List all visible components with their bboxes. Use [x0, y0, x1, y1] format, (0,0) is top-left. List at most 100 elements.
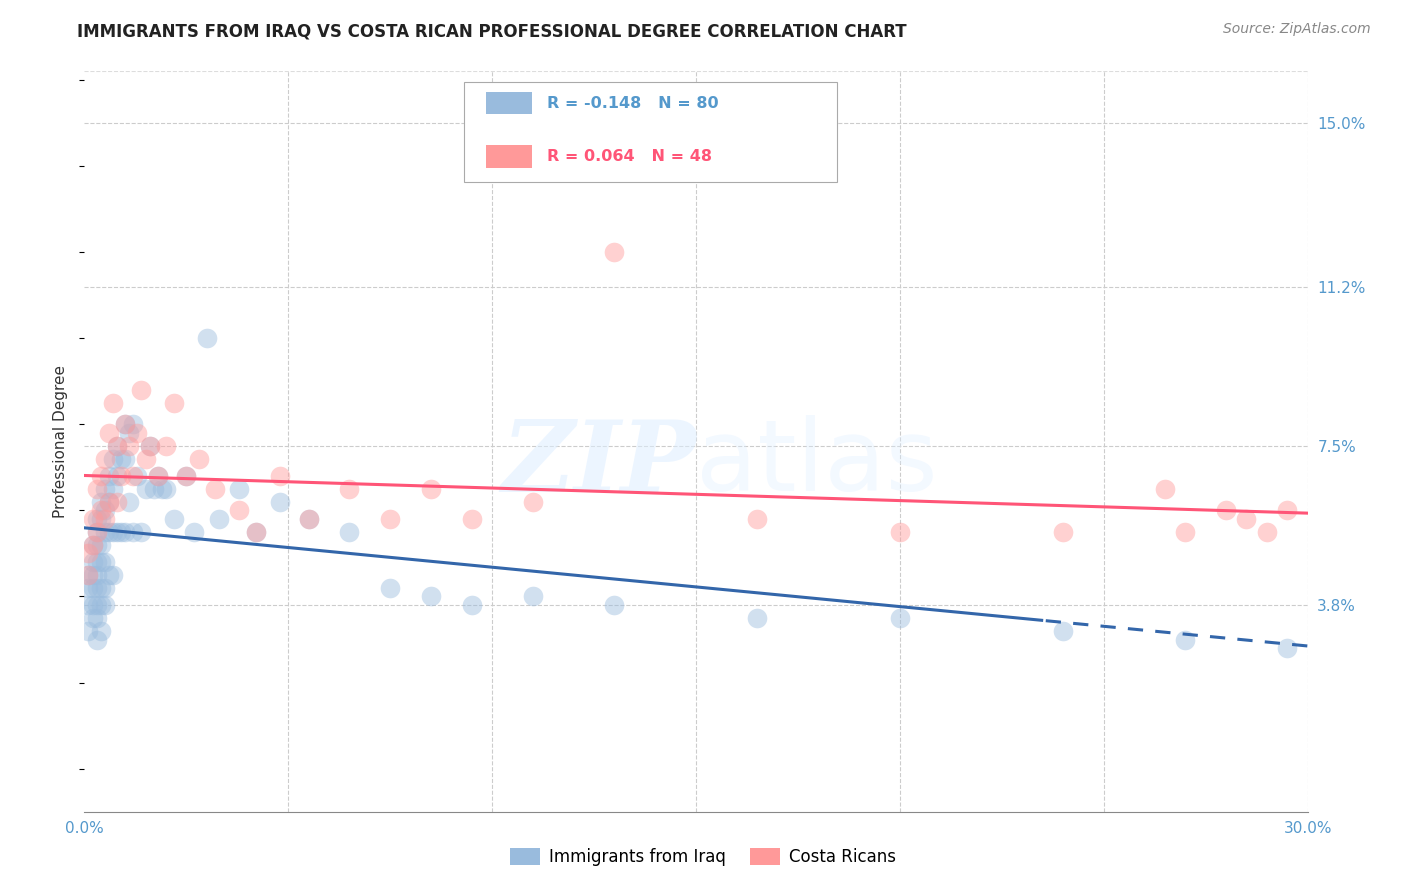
Point: [131, 524, 153, 539]
Point: [93, 512, 115, 526]
Point: [86, 482, 108, 496]
Point: [339, 482, 361, 496]
Point: [97, 425, 120, 440]
Point: [163, 512, 186, 526]
Point: [174, 469, 197, 483]
Point: [522, 590, 544, 604]
Point: [77, 568, 100, 582]
Point: [118, 425, 141, 440]
Point: [77, 546, 100, 560]
Point: [150, 482, 173, 496]
FancyBboxPatch shape: [485, 92, 531, 114]
Point: [105, 495, 128, 509]
Point: [82, 581, 104, 595]
Point: [1154, 482, 1177, 496]
Point: [90, 495, 112, 509]
Point: [522, 495, 544, 509]
Legend: Immigrants from Iraq, Costa Ricans: Immigrants from Iraq, Costa Ricans: [503, 841, 903, 873]
Point: [889, 611, 911, 625]
Point: [86, 632, 108, 647]
Point: [195, 331, 218, 345]
Point: [101, 524, 124, 539]
Point: [122, 469, 145, 483]
Point: [90, 598, 112, 612]
Point: [105, 439, 128, 453]
Point: [122, 524, 145, 539]
Point: [77, 624, 100, 638]
Point: [114, 417, 136, 432]
Point: [245, 524, 267, 539]
Point: [228, 503, 250, 517]
Point: [1277, 641, 1299, 656]
Point: [93, 451, 115, 466]
Point: [101, 482, 124, 496]
Point: [90, 581, 112, 595]
Point: [101, 396, 124, 410]
Point: [101, 568, 124, 582]
Point: [86, 555, 108, 569]
Point: [90, 555, 112, 569]
Point: [461, 598, 484, 612]
Text: IMMIGRANTS FROM IRAQ VS COSTA RICAN PROFESSIONAL DEGREE CORRELATION CHART: IMMIGRANTS FROM IRAQ VS COSTA RICAN PROF…: [77, 22, 907, 40]
Point: [118, 439, 141, 453]
Y-axis label: Professional Degree: Professional Degree: [53, 365, 69, 518]
Point: [1052, 524, 1074, 539]
Point: [82, 512, 104, 526]
Point: [1256, 524, 1278, 539]
Point: [380, 512, 402, 526]
Point: [420, 590, 443, 604]
Point: [208, 512, 231, 526]
Point: [93, 598, 115, 612]
Point: [138, 439, 160, 453]
Point: [1174, 524, 1197, 539]
Point: [138, 439, 160, 453]
Point: [146, 469, 169, 483]
Point: [1236, 512, 1258, 526]
Point: [122, 417, 145, 432]
Point: [77, 581, 100, 595]
Point: [110, 451, 132, 466]
Point: [298, 512, 321, 526]
Point: [155, 439, 177, 453]
Point: [90, 512, 112, 526]
FancyBboxPatch shape: [464, 82, 837, 183]
Point: [82, 538, 104, 552]
Point: [97, 495, 120, 509]
Point: [82, 598, 104, 612]
Point: [105, 469, 128, 483]
Point: [101, 451, 124, 466]
Point: [135, 482, 157, 496]
Point: [131, 383, 153, 397]
Point: [1174, 632, 1197, 647]
Point: [245, 524, 267, 539]
Point: [114, 417, 136, 432]
Point: [380, 581, 402, 595]
Point: [1277, 503, 1299, 517]
Point: [155, 482, 177, 496]
Point: [339, 524, 361, 539]
Point: [204, 482, 226, 496]
Point: [90, 503, 112, 517]
Point: [86, 611, 108, 625]
Point: [163, 396, 186, 410]
Point: [110, 469, 132, 483]
FancyBboxPatch shape: [485, 145, 531, 168]
Point: [97, 469, 120, 483]
Point: [269, 469, 291, 483]
Point: [747, 611, 769, 625]
Point: [1215, 503, 1237, 517]
Point: [86, 538, 108, 552]
Point: [127, 425, 149, 440]
Point: [90, 538, 112, 552]
Point: [86, 598, 108, 612]
Point: [82, 555, 104, 569]
Text: atlas: atlas: [696, 416, 938, 512]
Point: [183, 524, 205, 539]
Point: [1052, 624, 1074, 638]
Point: [146, 469, 169, 483]
Point: [86, 524, 108, 539]
Point: [105, 439, 128, 453]
Point: [86, 524, 108, 539]
Point: [97, 524, 120, 539]
Point: [86, 568, 108, 582]
